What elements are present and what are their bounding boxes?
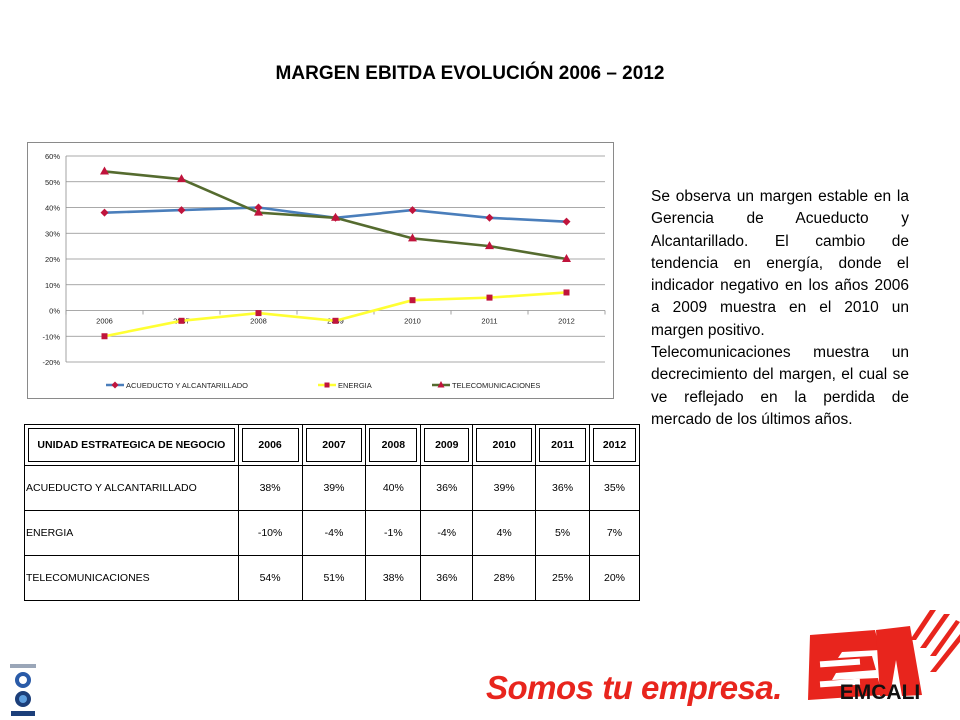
data-point xyxy=(409,297,416,304)
series-line xyxy=(104,291,567,338)
data-point xyxy=(100,208,109,217)
data-point xyxy=(177,206,186,215)
table-cell: ACUEDUCTO Y ALCANTARILLADO xyxy=(24,465,239,511)
emcali-logo-graphic xyxy=(808,610,960,700)
chart-description: Se observa un margen estable en la Geren… xyxy=(651,186,909,431)
table-cell: 4% xyxy=(472,510,537,556)
legend-marker xyxy=(437,381,445,388)
y-tick-label: -10% xyxy=(42,332,60,341)
table-cell: -10% xyxy=(237,510,303,556)
data-point xyxy=(485,241,494,250)
x-tick-label: 2008 xyxy=(250,317,267,326)
data-point xyxy=(255,310,262,317)
data-point xyxy=(486,294,493,301)
table-cell: 36% xyxy=(420,555,474,601)
y-tick-label: 60% xyxy=(45,152,60,161)
x-tick-label: 2006 xyxy=(96,317,113,326)
data-point xyxy=(254,203,263,212)
data-point xyxy=(101,333,108,340)
table-header-cell: 2009 xyxy=(420,424,474,466)
slogan-text: Somos tu empresa. xyxy=(486,669,782,706)
table-cell: 39% xyxy=(301,465,367,511)
certification-seals-logo xyxy=(10,664,36,716)
table-cell: 36% xyxy=(535,465,591,511)
table-header-cell: UNIDAD ESTRATEGICA DE NEGOCIO xyxy=(24,424,239,466)
table-cell: 54% xyxy=(237,555,303,601)
table-cell: 25% xyxy=(535,555,591,601)
table-cell: 39% xyxy=(472,465,537,511)
brand-name: EMCALI xyxy=(840,681,921,704)
data-point xyxy=(562,254,571,262)
legend-label: TELECOMUNICACIONES xyxy=(452,381,540,390)
table-cell: -4% xyxy=(420,510,474,556)
data-point xyxy=(254,207,263,216)
table-cell: 7% xyxy=(589,510,640,556)
description-paragraph-2: Telecomunicaciones muestra un decrecimie… xyxy=(651,344,909,428)
y-tick-label: 20% xyxy=(45,255,60,264)
legend-marker xyxy=(111,381,119,389)
chart-svg: 60%50%40%30%20%10%0%-10%-20%200620072008… xyxy=(42,152,606,390)
emcali-logo: EMCALI xyxy=(808,610,960,704)
table-header-cell: 2011 xyxy=(535,424,591,466)
description-paragraph-1: Se observa un margen estable en la Geren… xyxy=(651,188,909,339)
x-tick-label: 2012 xyxy=(558,317,575,326)
table-cell: 38% xyxy=(365,555,422,601)
data-point xyxy=(563,289,570,296)
table-header-cell: 2007 xyxy=(301,424,367,466)
table-cell: 35% xyxy=(589,465,640,511)
legend-label: ENERGIA xyxy=(338,381,372,390)
x-tick-label: 2010 xyxy=(404,317,421,326)
table-cell: 5% xyxy=(535,510,591,556)
legend-label: ACUEDUCTO Y ALCANTARILLADO xyxy=(126,381,248,390)
data-point xyxy=(100,166,109,175)
data-point xyxy=(485,213,494,222)
table-cell: -4% xyxy=(301,510,367,556)
table-header-cell: 2006 xyxy=(237,424,303,466)
table-row: ACUEDUCTO Y ALCANTARILLADO 38% 39% 40% 3… xyxy=(24,465,640,511)
table-cell: 40% xyxy=(365,465,422,511)
table-row: ENERGIA -10% -4% -1% -4% 4% 5% 7% xyxy=(24,510,640,556)
ebitda-line-chart: 60%50%40%30%20%10%0%-10%-20%200620072008… xyxy=(27,142,614,399)
table-cell: TELECOMUNICACIONES xyxy=(24,555,239,601)
table-header-row: UNIDAD ESTRATEGICA DE NEGOCIO 2006 2007 … xyxy=(24,424,640,466)
table-cell: -1% xyxy=(365,510,422,556)
y-tick-label: 50% xyxy=(45,178,60,187)
data-point xyxy=(562,217,571,226)
y-tick-label: -20% xyxy=(42,358,60,367)
data-point xyxy=(408,233,417,242)
table-cell: ENERGIA xyxy=(24,510,239,556)
page-title: MARGEN EBITDA EVOLUCIÓN 2006 – 2012 xyxy=(275,63,665,84)
y-tick-label: 30% xyxy=(45,229,60,238)
table-header-cell: 2012 xyxy=(589,424,640,466)
data-point xyxy=(332,317,339,324)
data-point xyxy=(331,212,340,221)
legend-marker xyxy=(324,382,330,388)
table-cell: 28% xyxy=(472,555,537,601)
table-cell: 51% xyxy=(301,555,367,601)
table-header-cell: 2010 xyxy=(472,424,537,466)
table-cell: 36% xyxy=(420,465,474,511)
y-tick-label: 10% xyxy=(45,281,60,290)
data-point xyxy=(408,206,417,215)
y-tick-label: 0% xyxy=(49,307,60,316)
table-cell: 38% xyxy=(237,465,303,511)
table-row: TELECOMUNICACIONES 54% 51% 38% 36% 28% 2… xyxy=(24,555,640,601)
table-cell: 20% xyxy=(589,555,640,601)
x-tick-label: 2011 xyxy=(481,317,497,326)
table-header-cell: 2008 xyxy=(365,424,422,466)
data-point xyxy=(178,317,185,324)
y-tick-label: 40% xyxy=(45,204,60,213)
data-point xyxy=(177,174,186,183)
ebitda-table: UNIDAD ESTRATEGICA DE NEGOCIO 2006 2007 … xyxy=(24,424,640,601)
